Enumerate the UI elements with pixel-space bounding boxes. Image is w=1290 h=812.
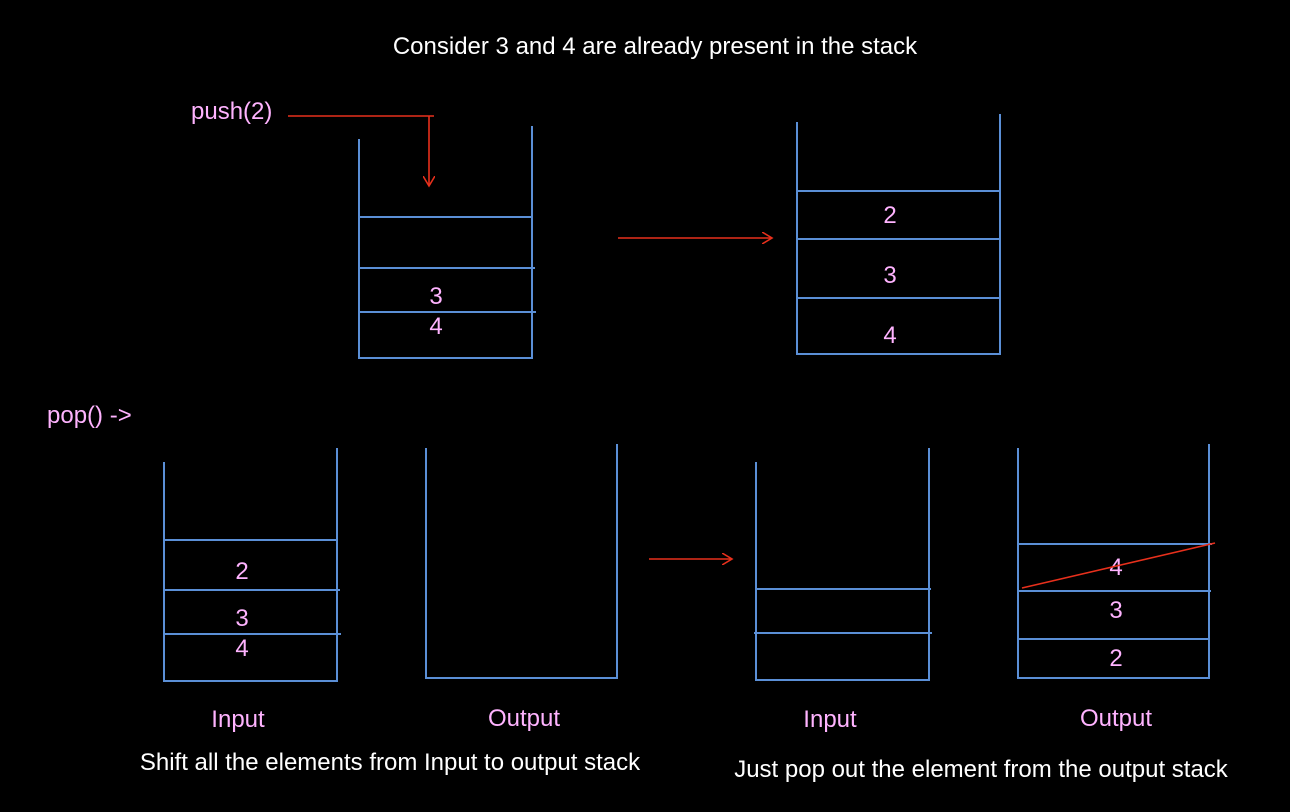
step1-input-label: Input bbox=[211, 706, 265, 733]
popped-stack-element: 4 bbox=[1109, 554, 1122, 581]
stack-outline bbox=[796, 114, 1001, 355]
pop-label: pop() -> bbox=[47, 402, 132, 429]
step1-output-stack bbox=[425, 444, 618, 679]
top-stack-after: 2 3 4 bbox=[796, 114, 1001, 355]
step2-output-stack: 4 3 2 bbox=[1017, 444, 1216, 679]
stack-element: 4 bbox=[235, 635, 248, 662]
step2-input-label: Input bbox=[803, 706, 857, 733]
stack-element: 2 bbox=[235, 558, 248, 585]
step2-output-label: Output bbox=[1080, 705, 1152, 732]
diagram-title: Consider 3 and 4 are already present in … bbox=[393, 33, 918, 60]
push-label: push(2) bbox=[191, 98, 272, 125]
step1-input-stack: 2 3 4 bbox=[163, 448, 341, 682]
stack-element: 3 bbox=[235, 605, 248, 632]
stack-outline bbox=[755, 448, 930, 681]
stack-outline bbox=[1017, 444, 1210, 679]
stack-outline bbox=[163, 448, 338, 682]
stack-element: 4 bbox=[883, 322, 896, 349]
strike-through-line bbox=[1021, 542, 1216, 589]
top-stack-before: 3 4 bbox=[358, 126, 536, 359]
stack-outline bbox=[358, 126, 533, 359]
step1-output-label: Output bbox=[488, 705, 560, 732]
stack-element: 3 bbox=[1109, 597, 1122, 624]
stack-element: 2 bbox=[883, 202, 896, 229]
step2-caption: Just pop out the element from the output… bbox=[734, 756, 1229, 783]
step2-input-stack bbox=[754, 448, 932, 681]
stack-element: 4 bbox=[429, 313, 442, 340]
stack-element: 2 bbox=[1109, 645, 1122, 672]
stack-element: 3 bbox=[429, 283, 442, 310]
stack-outline bbox=[425, 444, 618, 679]
step1-caption: Shift all the elements from Input to out… bbox=[140, 749, 641, 776]
stack-element: 3 bbox=[883, 262, 896, 289]
